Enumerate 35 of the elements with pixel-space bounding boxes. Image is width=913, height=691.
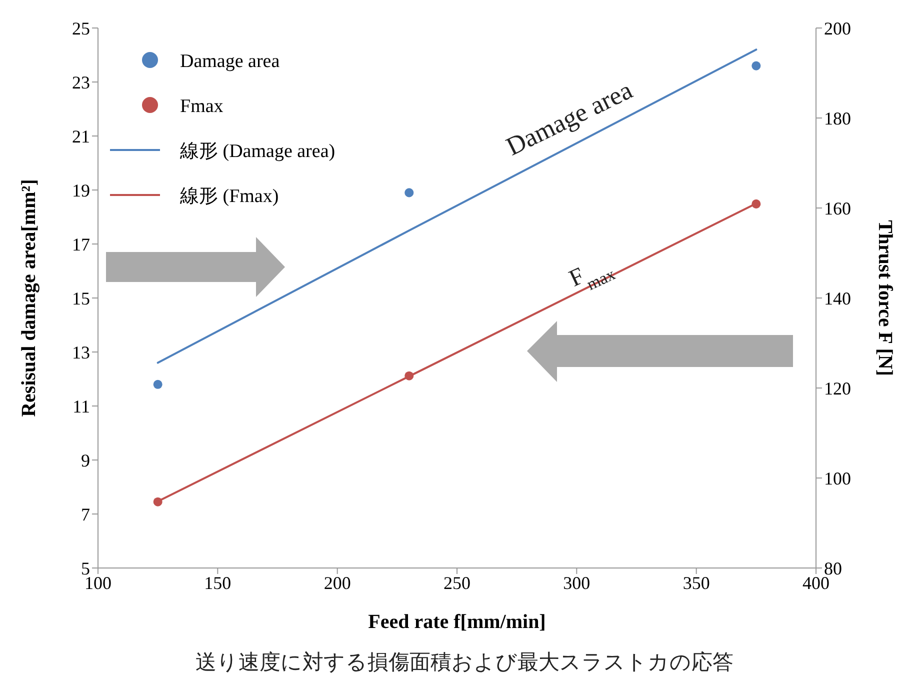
legend-label: 線形 (Damage area) — [179, 141, 336, 162]
y2-tick-label: 100 — [824, 468, 851, 488]
x-tick-label: 250 — [444, 572, 470, 593]
y-axis-title: Resisual damage area[mm²] — [18, 179, 40, 417]
x-axis-title: Feed rate f[mm/min] — [368, 611, 546, 633]
y2-tick-label: 160 — [824, 198, 851, 218]
legend-label: Fmax — [180, 96, 224, 117]
point — [404, 188, 414, 198]
y2-tick-label: 200 — [824, 18, 851, 38]
y2-tick-label: 120 — [824, 378, 851, 398]
y-tick-label: 13 — [72, 342, 90, 362]
y-tick-label: 17 — [72, 234, 90, 254]
y-tick-label: 21 — [72, 126, 90, 146]
y2-tick-label: 80 — [824, 558, 842, 578]
point — [752, 61, 761, 70]
point — [153, 380, 162, 389]
x-tick-label: 300 — [563, 572, 590, 593]
y-tick-label: 7 — [81, 504, 90, 524]
y-tick-label: 25 — [72, 18, 90, 38]
y-tick-label: 15 — [72, 288, 90, 308]
x-tick-label: 350 — [682, 572, 710, 593]
y-tick-label: 23 — [72, 72, 90, 92]
y2-tick-label: 140 — [824, 288, 851, 308]
y-tick-label: 19 — [72, 180, 90, 200]
x-tick-label: 150 — [204, 572, 232, 593]
text: 送り速度に対する損傷面積および最大スラストカの応答 — [194, 649, 734, 676]
annotation: F$_{max}$ — [565, 263, 618, 294]
y2-tick-label: 180 — [824, 108, 851, 128]
legend-label: Damage area — [180, 51, 280, 72]
y-tick-label: 9 — [81, 450, 90, 470]
legend-label: 線形 (Fmax) — [179, 186, 279, 207]
x-tick-label: 200 — [324, 572, 351, 593]
y-tick-label: 11 — [72, 396, 90, 416]
y2-axis-title: Thrust force F [N] — [874, 220, 896, 376]
y-tick-label: 5 — [81, 558, 90, 578]
